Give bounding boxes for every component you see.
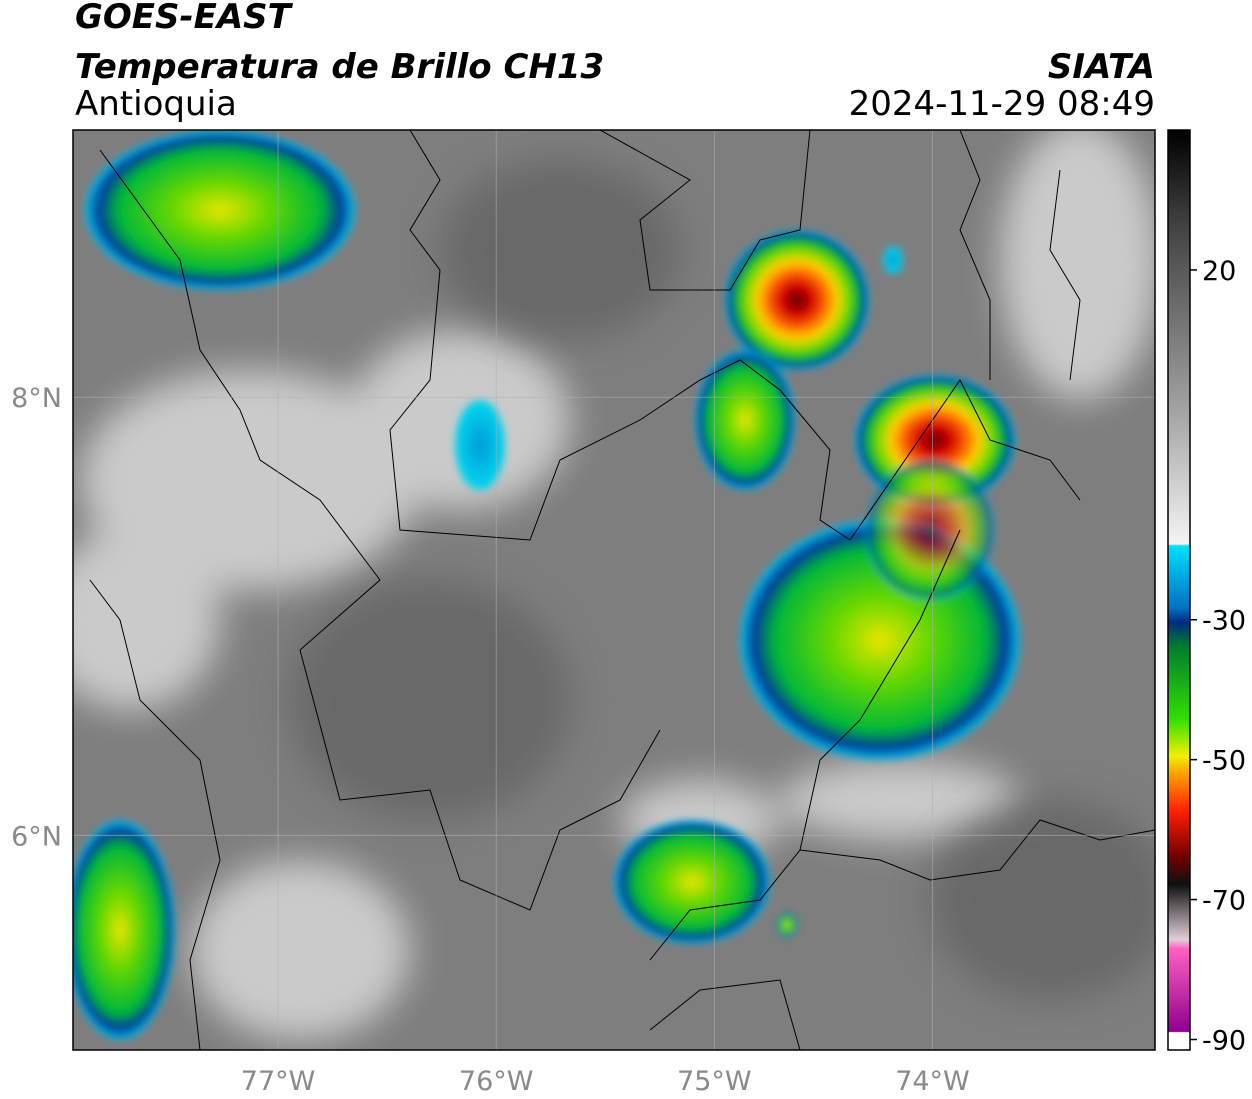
map-frame [72, 129, 1156, 1051]
region: Antioquia [75, 84, 237, 124]
colorbar-ticks: 20 -30 -50 -70 -90 [1190, 256, 1246, 1057]
datetime: 2024-11-29 08:49 [849, 84, 1155, 124]
x-tick-label: 76°W [459, 1066, 534, 1097]
satellite-image [73, 130, 1155, 1050]
colorbar-tick-label: 20 [1202, 256, 1236, 287]
x-tick-label: 77°W [241, 1066, 316, 1097]
colorbar-tick-label: -90 [1202, 1026, 1246, 1057]
colorbar-tick-label: -30 [1202, 606, 1246, 637]
y-tick-label: 6°N [11, 821, 62, 852]
colorbar [1167, 129, 1191, 1051]
y-tick-label: 8°N [11, 383, 62, 414]
x-tick-label: 75°W [677, 1066, 752, 1097]
subtitle: Temperatura de Brillo CH13 [75, 47, 604, 87]
x-tick-label: 74°W [895, 1066, 970, 1097]
title: GOES-EAST [75, 0, 294, 37]
source: SIATA [1048, 47, 1155, 87]
graticule [73, 130, 1155, 1050]
colorbar-tick-label: -70 [1202, 886, 1246, 917]
colorbar-tick-label: -50 [1202, 746, 1246, 777]
borders [89, 130, 1155, 1050]
